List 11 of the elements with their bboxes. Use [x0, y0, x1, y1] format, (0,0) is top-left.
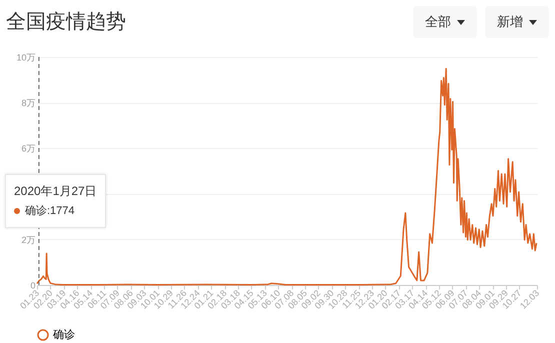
legend-label: 确诊 [52, 329, 75, 341]
annotation: 2020年1月27日 [14, 183, 97, 200]
chart-title: 全国疫情趋势 [6, 10, 126, 35]
y-tick-label: 0 [30, 280, 36, 290]
y-tick-label: 6万 [21, 144, 36, 154]
y-tick-label: 8万 [21, 98, 36, 108]
text: 全部 [425, 13, 451, 31]
annotation: 确诊:1774 [25, 204, 75, 219]
y-tick-label: 2万 [21, 234, 36, 245]
text: 新增 [497, 13, 523, 31]
y-tick-label: 10万 [16, 52, 36, 62]
